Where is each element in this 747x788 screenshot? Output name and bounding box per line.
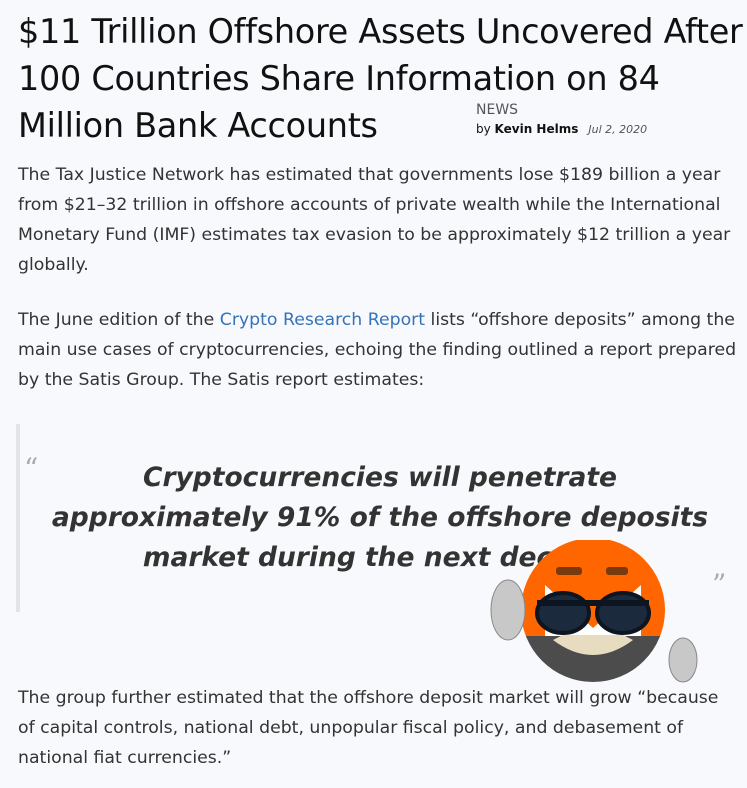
- blockquote-border: [16, 424, 20, 612]
- article-title: $11 Trillion Offshore Assets Uncovered A…: [18, 12, 743, 145]
- close-quote-mark: ”: [712, 568, 727, 601]
- crypto-research-report-link[interactable]: Crypto Research Report: [219, 310, 426, 330]
- author-link[interactable]: Kevin Helms: [494, 122, 579, 136]
- p2-text-a: The June edition of the: [18, 310, 220, 330]
- publish-date: Jul 2, 2020: [588, 123, 648, 136]
- p2-text-b: lists “offshore deposits” among the main…: [18, 310, 737, 390]
- paragraph-2: The June edition of the Crypto Research …: [18, 305, 738, 395]
- article-meta: NEWS by Kevin Helms Jul 2, 2020: [476, 102, 647, 136]
- category-label[interactable]: NEWS: [476, 102, 519, 118]
- paragraph-3: The group further estimated that the off…: [18, 688, 719, 768]
- by-label: by: [476, 122, 491, 136]
- paragraph-1: The Tax Justice Network has estimated th…: [18, 165, 731, 275]
- open-quote-mark: “: [24, 452, 39, 485]
- monero-sunglasses-meme-image: [490, 540, 698, 683]
